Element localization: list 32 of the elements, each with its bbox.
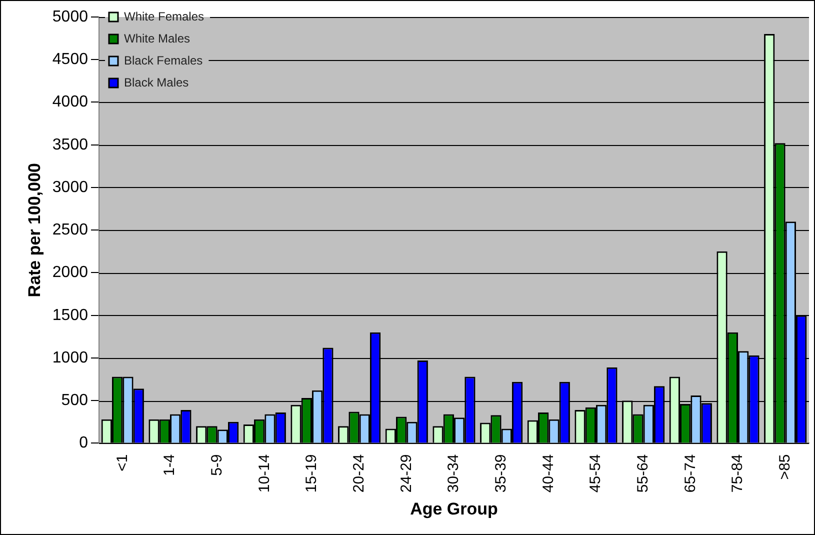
y-tick-label: 3500 — [52, 136, 88, 154]
x-tick-label: <1 — [114, 454, 131, 472]
x-tick-label: 30-34 — [445, 454, 462, 493]
x-tick-label: >85 — [776, 454, 794, 480]
legend-label: Black Males — [124, 75, 189, 90]
y-tick-label: 5000 — [52, 8, 88, 26]
x-tick-label: 45-54 — [587, 454, 604, 493]
y-tick-label: 3000 — [52, 178, 88, 196]
y-tick-label: 0 — [79, 434, 88, 452]
x-axis-title: Age Group — [410, 499, 498, 518]
y-tick-label: 4500 — [52, 51, 88, 68]
x-tick-label: 20-24 — [350, 454, 368, 493]
y-tick-label: 4000 — [52, 94, 88, 111]
x-tick-label: 15-19 — [303, 454, 320, 493]
legend-label: White Males — [124, 31, 190, 46]
x-tick-label: 5-9 — [208, 454, 226, 476]
x-tick-label: 65-74 — [682, 454, 699, 493]
x-tick-label: 75-84 — [729, 454, 746, 493]
x-tick-label: 10-14 — [256, 454, 273, 493]
y-tick-label: 1500 — [52, 306, 88, 324]
x-tick-label: 35-39 — [492, 454, 510, 493]
x-tick-label: 55-64 — [634, 454, 652, 493]
x-tick-label: 1-4 — [161, 454, 178, 476]
y-tick-label: 500 — [61, 392, 88, 410]
y-tick-label: 2000 — [52, 264, 88, 282]
y-axis-title: Rate per 100,000 — [24, 163, 44, 298]
x-tick-label: 40-44 — [540, 454, 557, 493]
x-tick-label: 24-29 — [398, 454, 415, 493]
legend-label: Black Females — [124, 53, 203, 68]
legend-label: White Females — [124, 9, 204, 24]
y-tick-label: 1000 — [52, 349, 88, 366]
y-tick-label: 2500 — [52, 222, 88, 239]
